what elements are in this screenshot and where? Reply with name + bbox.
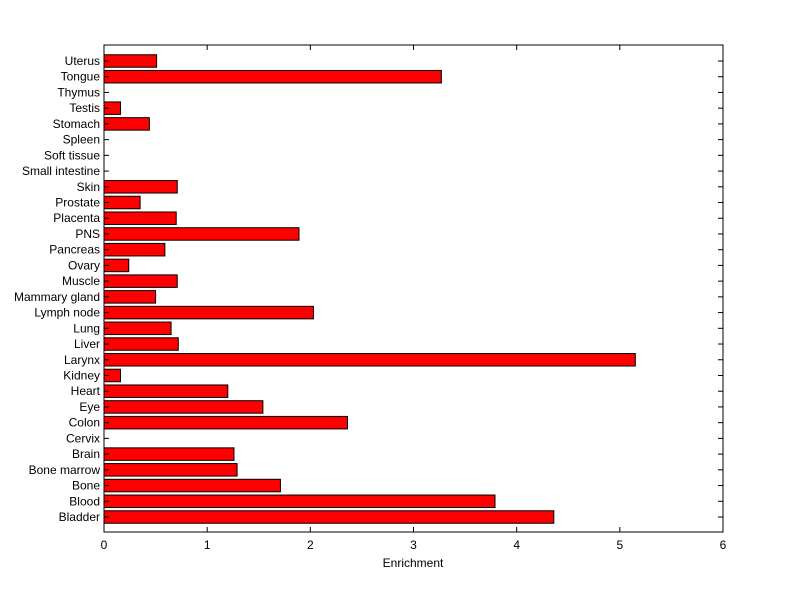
y-tick-label: Ovary <box>68 258 100 272</box>
y-tick-label: PNS <box>75 227 100 241</box>
bar <box>103 117 150 131</box>
y-tick-label: Heart <box>71 384 101 398</box>
bar <box>103 274 178 288</box>
x-tick-label: 2 <box>307 538 314 552</box>
x-tick-label: 0 <box>101 538 108 552</box>
bar <box>103 69 442 84</box>
y-tick-label: Kidney <box>63 368 100 382</box>
bars-layer <box>103 54 636 524</box>
bar <box>103 54 158 68</box>
bar <box>103 494 496 509</box>
y-tick-label: Pancreas <box>49 243 100 257</box>
y-tick-label: Lymph node <box>34 306 100 320</box>
y-tick-label: Cervix <box>66 431 100 445</box>
bar <box>103 384 229 398</box>
bar <box>103 195 141 210</box>
y-tick-label: Tongue <box>61 70 101 84</box>
y-tick-label: Lung <box>73 321 100 335</box>
y-tick-label: Placenta <box>53 211 100 225</box>
x-tick-label: 6 <box>720 538 727 552</box>
bar <box>103 321 172 336</box>
bar <box>103 478 281 493</box>
bar <box>103 337 179 351</box>
bar <box>103 353 636 367</box>
bar <box>103 447 235 461</box>
y-tick-label: Uterus <box>65 54 100 68</box>
y-tick-label: Spleen <box>63 133 100 147</box>
x-tick-label: 1 <box>204 538 211 552</box>
y-tick-label: Prostate <box>55 196 100 210</box>
y-tick-label: Mammary gland <box>14 290 100 304</box>
y-tick-label: Stomach <box>53 117 100 131</box>
x-tick-label: 5 <box>616 538 623 552</box>
y-tick-label: Bone <box>72 479 100 493</box>
bar <box>103 227 300 241</box>
y-tick-label: Small intestine <box>22 164 100 178</box>
y-tick-label: Bladder <box>59 510 100 524</box>
y-tick-label: Thymus <box>57 85 100 99</box>
y-tick-label: Bone marrow <box>29 463 101 477</box>
bar <box>103 290 157 304</box>
bar <box>103 305 314 320</box>
x-axis-label: Enrichment <box>383 556 444 570</box>
y-tick-label: Colon <box>69 416 100 430</box>
y-tick-label: Blood <box>69 494 100 508</box>
y-tick-label: Liver <box>74 337 100 351</box>
bar <box>103 180 178 194</box>
bar <box>103 211 177 225</box>
y-tick-label: Brain <box>72 447 100 461</box>
bar <box>103 463 238 477</box>
y-tick-label: Muscle <box>62 274 100 288</box>
y-tick-label: Eye <box>79 400 100 414</box>
ticks-layer <box>103 45 724 532</box>
y-tick-label: Skin <box>77 180 100 194</box>
bar <box>103 400 264 414</box>
y-tick-label: Testis <box>69 101 100 115</box>
bar <box>103 510 555 524</box>
bar <box>103 242 166 257</box>
bar <box>103 415 348 430</box>
x-tick-label: 4 <box>513 538 520 552</box>
y-tick-label: Larynx <box>64 353 100 367</box>
x-tick-label: 3 <box>410 538 417 552</box>
y-tick-label: Soft tissue <box>44 148 100 162</box>
